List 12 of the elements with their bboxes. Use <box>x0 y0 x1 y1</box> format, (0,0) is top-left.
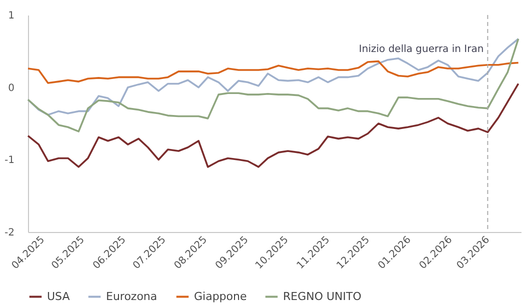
y-tick-label: -2 <box>4 228 14 238</box>
legend-label: REGNO UNITO <box>283 290 362 303</box>
legend-label: Giappone <box>194 290 247 303</box>
line-series <box>27 60 520 84</box>
ref-line-label: Inizio della guerra in Iran <box>358 44 484 55</box>
y-tick-label: 1 <box>8 10 14 22</box>
line-series <box>27 38 520 132</box>
y-tick-label: 0 <box>8 82 14 94</box>
line-series <box>27 82 520 168</box>
y-tick-label: -1 <box>4 155 14 166</box>
legend-label: Eurozona <box>106 290 158 303</box>
legend-label: USA <box>47 290 70 303</box>
